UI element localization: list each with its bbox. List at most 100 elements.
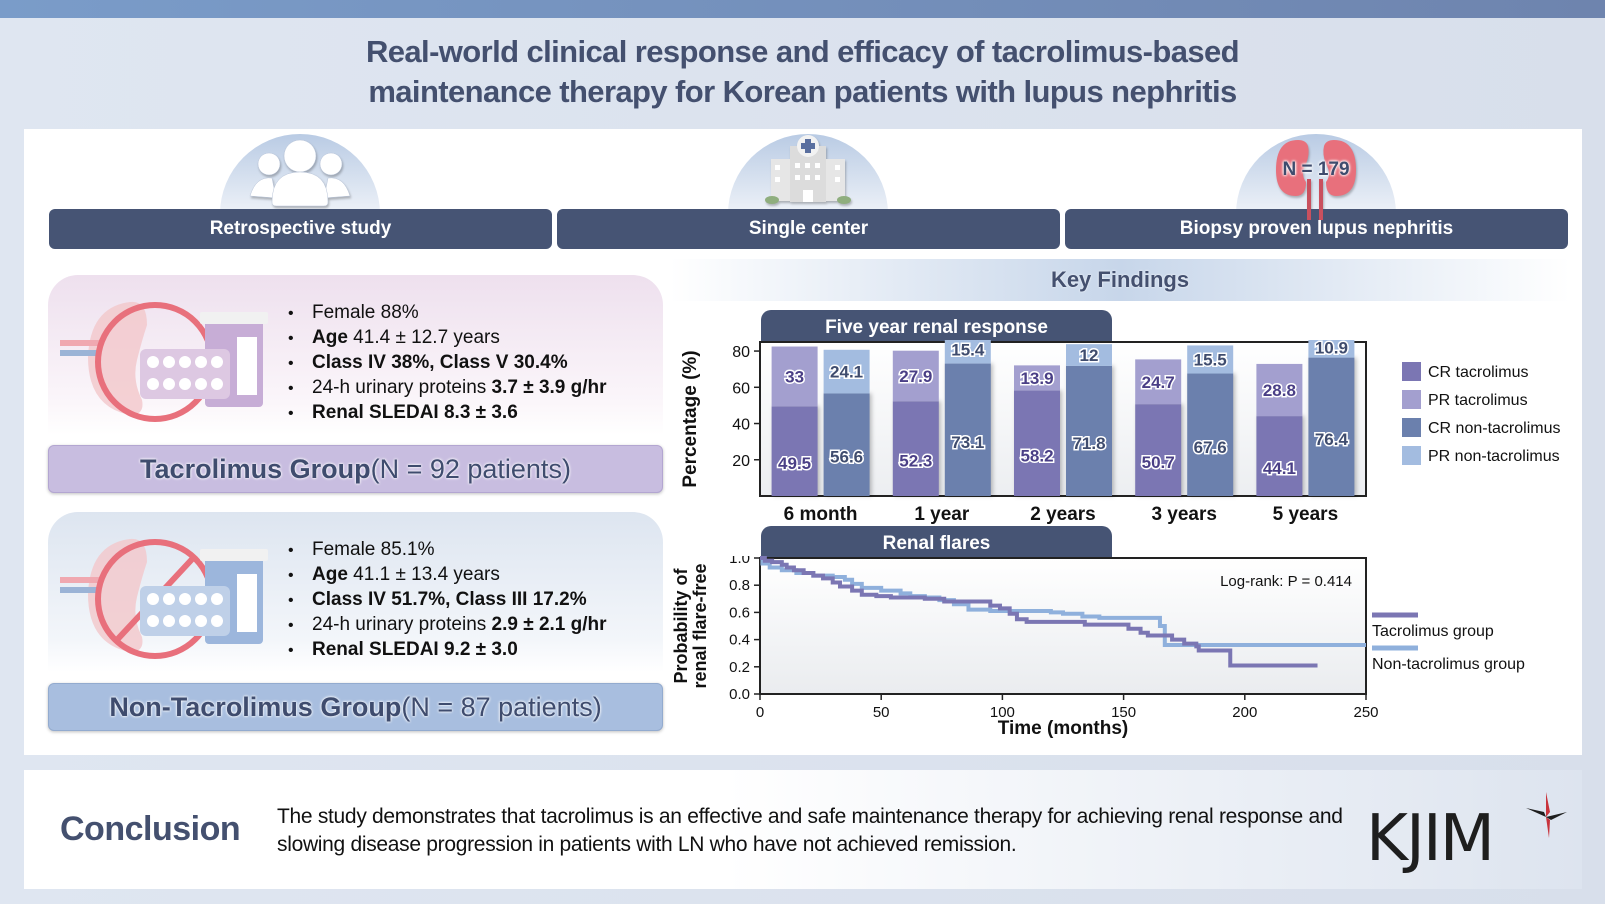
bar-value-label: 56.6 [830, 448, 863, 467]
bar-value-label: 33 [785, 367, 804, 386]
bar-value-label: 28.8 [1263, 381, 1296, 400]
legend-label: CR tacrolimus [1428, 364, 1528, 381]
kjim-logo-mark-icon [1526, 792, 1567, 838]
x-tick-label: 50 [873, 704, 890, 721]
x-axis-label: Time (months) [998, 718, 1129, 739]
list-item: Class IV 51.7%, Class III 17.2% [288, 588, 607, 613]
bar-pr-tacrolimus [1014, 365, 1060, 391]
y-axis-label-line1: Probability of [671, 567, 691, 683]
plot-area [759, 557, 1367, 695]
conclusion-text: The study demonstrates that tacrolimus i… [277, 805, 1343, 856]
non-tacrolimus-characteristics-list: Female 85.1% Age 41.1 ± 13.4 years Class… [288, 538, 607, 663]
bar-value-label: 24.7 [1142, 373, 1175, 392]
renal-flares-km-chart: 0.0 0.2 0.4 0.6 0.8 1.0 0 50 100 150 200 250 Time (m… [671, 556, 1525, 739]
conclusion-panel [24, 770, 1582, 889]
bar-cr-tacrolimus [1256, 416, 1303, 496]
list-item: Female 85.1% [288, 538, 607, 563]
kjim-logo: KJIM [1366, 802, 1495, 876]
y-tick-label: 0.2 [729, 659, 750, 676]
bar-value-label: 50.7 [1142, 453, 1175, 472]
page-title: Real-world clinical response and efficac… [0, 32, 1605, 112]
list-item: Age 41.1 ± 13.4 years [288, 563, 607, 588]
group-name: Non-Tacrolimus Group [109, 691, 402, 722]
non-tacrolimus-group-banner: Non-Tacrolimus Group (N = 87 patients) [48, 683, 663, 731]
bar-cr-non-tacrolimus [1066, 365, 1112, 496]
bar-pr-non-tacrolimus [1308, 340, 1355, 358]
sample-size-badge: N = 179 [1282, 159, 1350, 180]
bar-pr-tacrolimus [1256, 363, 1303, 417]
bar-cr-non-tacrolimus [823, 393, 870, 496]
bar-cr-tacrolimus [892, 401, 939, 496]
bar-cr-tacrolimus [1014, 390, 1060, 496]
bar-value-label: 13.9 [1020, 369, 1053, 388]
list-item: Class IV 38%, Class V 30.4% [288, 351, 607, 376]
bar-value-label: 67.6 [1194, 438, 1227, 457]
x-tick-label: 100 [990, 704, 1015, 721]
tacrolimus-group-banner: Tacrolimus Group (N = 92 patients) [48, 445, 663, 493]
bar-value-label: 24.1 [830, 363, 863, 382]
bar-value-label: 76.4 [1315, 430, 1349, 449]
km-curve-tacrolimus-group [760, 556, 1318, 668]
list-item: Age 41.4 ± 12.7 years [288, 326, 607, 351]
legend-label: Tacrolimus group [1372, 623, 1494, 640]
bar-value-label: 52.3 [899, 452, 932, 471]
legend-swatch [1402, 446, 1421, 465]
legend-label: CR non-tacrolimus [1428, 420, 1560, 437]
km-chart-title: Renal flares [761, 526, 1112, 562]
biopsy-proven-label: Biopsy proven lupus nephritis [1065, 209, 1568, 249]
kidney-pill-no-illustration [60, 538, 268, 659]
bar-value-label: 15.4 [951, 341, 985, 360]
y-tick-label: 80 [732, 344, 750, 361]
single-center-label: Single center [557, 209, 1060, 249]
list-item: 24-h urinary proteins 2.9 ± 2.1 g/hr [288, 613, 607, 638]
ureter-left [1307, 209, 1311, 220]
log-rank-annotation: Log-rank: P = 0.414 [1220, 573, 1352, 590]
y-tick-label: 40 [732, 417, 750, 434]
y-axis-label-line2: renal flare-free [690, 563, 710, 688]
x-tick-label: 2 years [1030, 504, 1096, 525]
conclusion-label: Conclusion [60, 810, 241, 848]
legend-swatch [1402, 362, 1421, 381]
bar-pr-non-tacrolimus [823, 349, 870, 394]
bar-cr-non-tacrolimus [1308, 357, 1355, 496]
x-tick-label: 6 month [784, 504, 858, 525]
hospital-icon [765, 135, 851, 204]
people-group-icon [249, 139, 351, 207]
legend-label: Non-tacrolimus group [1372, 656, 1525, 673]
legend-swatch [1402, 418, 1421, 437]
list-item: Female 88% [288, 301, 607, 326]
bar-value-label: 58.2 [1020, 446, 1053, 465]
bar-value-label: 44.1 [1263, 459, 1296, 478]
x-tick-label: 150 [1111, 704, 1136, 721]
ureter-right [1319, 209, 1323, 220]
y-tick-label: 0.6 [729, 604, 750, 621]
legend-label: PR tacrolimus [1428, 392, 1528, 409]
bar-pr-tacrolimus [771, 346, 818, 407]
x-tick-label: 1 year [914, 504, 970, 525]
group-count: (N = 92 patients) [370, 453, 571, 484]
bar-value-label: 15.5 [1194, 350, 1227, 369]
bar-value-label: 49.5 [778, 454, 811, 473]
group-count: (N = 87 patients) [401, 691, 602, 722]
x-tick-label: 3 years [1151, 504, 1217, 525]
renal-response-bar-chart: 20 40 60 80 Percentage (%) 49.5 33 56.6 24.1 6 mo… [680, 340, 1560, 525]
non-tacrolimus-group-card: Female 85.1% Age 41.1 ± 13.4 years Class… [48, 512, 663, 672]
bar-value-label: 27.9 [899, 367, 932, 386]
bar-pr-non-tacrolimus [944, 340, 991, 364]
list-item: 24-h urinary proteins 3.7 ± 3.9 g/hr [288, 376, 607, 401]
y-tick-label: 60 [732, 380, 750, 397]
tacrolimus-characteristics-list: Female 88% Age 41.4 ± 12.7 years Class I… [288, 301, 607, 426]
title-line-1: Real-world clinical response and efficac… [365, 34, 1240, 69]
title-line-2: maintenance therapy for Korean patients … [368, 74, 1237, 109]
y-axis-label: Percentage (%) [680, 350, 701, 487]
x-tick-label: 250 [1353, 704, 1378, 721]
bar-cr-non-tacrolimus [944, 363, 991, 496]
group-name: Tacrolimus Group [140, 453, 371, 484]
retrospective-study-label: Retrospective study [49, 209, 552, 249]
bar-pr-tacrolimus [1135, 359, 1182, 405]
list-item: Renal SLEDAI 8.3 ± 3.6 [288, 401, 607, 426]
bar-pr-non-tacrolimus [1066, 344, 1112, 366]
legend-label: PR non-tacrolimus [1428, 448, 1560, 465]
x-tick-label: 200 [1232, 704, 1257, 721]
bar-chart-title: Five year renal response [761, 310, 1112, 346]
